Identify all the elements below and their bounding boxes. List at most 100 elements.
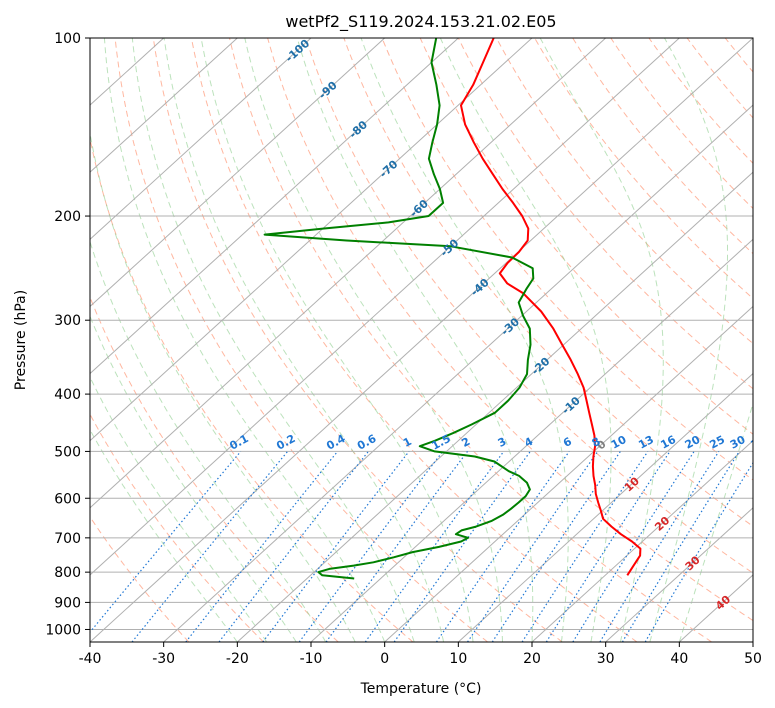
y-axis-label: Pressure (hPa) [13,290,29,390]
moist-adiabat-line [90,240,327,642]
x-tick-label: 0 [380,651,389,667]
mixing-ratio-label: 36 [749,433,769,452]
x-tick-label: -10 [300,651,323,667]
x-tick-label: 40 [670,651,688,667]
dry-adiabat-line [90,516,190,642]
isotherm-line [457,372,753,642]
moist-adiabat-line [439,38,612,642]
dry-adiabat-line [229,38,712,642]
x-tick-label: -40 [79,651,102,667]
y-tick-label: 600 [54,491,81,507]
isotherm-line [310,238,753,642]
y-tick-label: 900 [54,595,81,611]
moist-adiabat-line [296,38,534,642]
temperature-series-line [460,38,642,576]
sounding-series [263,38,642,580]
dry-adiabat-line [495,38,753,345]
moist-adiabat-line [360,38,569,642]
mixing-ratio-lines [90,451,753,642]
chart-title: wetPf2_S119.2024.153.21.02.E05 [285,12,556,32]
mixing-ratio-label: 25 [707,433,727,452]
y-tick-label: 500 [54,444,81,460]
mixing-ratio-label: 10 [609,433,629,452]
moist-adiabat-line [90,130,356,642]
mixing-ratio-label: 20 [683,433,703,452]
moist-adiabat-line [539,38,664,642]
moist-adiabat-line [103,38,386,642]
x-tick-label: 30 [597,651,615,667]
x-tick-label: -30 [152,651,175,667]
moist-adiabat-line [90,375,268,642]
moist-adiabat-line [90,315,297,642]
y-tick-label: 200 [54,209,81,225]
y-tick-label: 700 [54,531,81,547]
plot-area: -100-90-80-70-60-50-40-30-20-10010203040… [90,38,769,642]
pressure-gridlines [90,38,753,630]
dry-adiabat-line [114,38,488,642]
dry-adiabat-line [534,38,753,300]
moist-adiabat-line [90,428,238,642]
moist-adiabat-line [244,38,503,642]
y-tick-label: 800 [54,565,81,581]
mixing-ratio-line [435,451,570,642]
mixing-ratio-line [393,451,531,642]
skewed-isotherms [90,38,753,642]
dry-adiabat-line [419,38,753,435]
dry-adiabat-line [190,38,638,642]
mixing-ratio-line [325,451,468,642]
mixing-ratio-line [131,451,289,642]
plot-frame [89,37,754,643]
moist-adiabat-line [678,401,753,642]
dry-adiabat-line [152,38,563,642]
dry-adiabat-line [343,38,753,527]
isotherm-line [90,38,459,375]
x-tick-label: 10 [449,651,467,667]
mixing-ratio-line [621,451,740,642]
isotherm-line [531,439,753,642]
isotherm-line [605,507,753,642]
x-tick-label: -20 [226,651,249,667]
y-tick-label: 100 [54,31,81,47]
dry-adiabat-line [381,38,753,481]
dry-adiabat-line [457,38,753,390]
isotherm-line [384,305,753,642]
mixing-ratio-label: 13 [636,433,656,452]
isotherm-line [90,38,533,442]
mixing-ratio-line [185,451,339,642]
moist-adiabat-line [649,38,728,642]
y-tick-label: 300 [54,313,81,329]
mixing-ratio-line [545,451,671,642]
x-tick-label: 20 [523,651,541,667]
mixing-ratio-line [90,451,242,633]
dry-adiabat-line [90,413,264,642]
isotherm-line [90,38,607,509]
x-axis-label: Temperature (°C) [360,681,482,697]
isotherm-line [90,38,312,241]
isotherm-line [90,38,753,642]
moist-adiabat-line [163,38,445,642]
mixing-ratio-line [521,451,649,642]
mixing-ratio-line [364,451,505,642]
isotherm-line [90,38,680,576]
x-tick-label: 50 [744,651,762,667]
mixing-ratio-line [599,451,720,642]
isotherm-line [90,38,238,173]
y-tick-label: 1000 [45,622,81,638]
dry-adiabat-line [305,38,753,574]
mixing-ratio-line [262,451,410,642]
x-axis-ticks: -40 -30 -20 -10 0 10 20 30 40 50 [79,642,762,667]
dewpoint-series-line [263,38,535,580]
isotherm-line [163,104,753,642]
dry-adiabat-line [267,38,753,622]
dry-adiabat-line [90,135,414,642]
mixing-ratio-label: 30 [728,433,748,452]
mixing-ratio-line [467,451,599,642]
mixing-ratio-line [491,451,621,642]
y-axis-ticks: 100 200 300 400 500 600 700 800 900 1000 [45,31,90,638]
isotherm-line [90,38,386,308]
moist-adiabat-line [131,38,415,642]
isotherm-line [236,171,753,642]
y-tick-label: 400 [54,387,81,403]
moist-adiabats [90,38,753,642]
